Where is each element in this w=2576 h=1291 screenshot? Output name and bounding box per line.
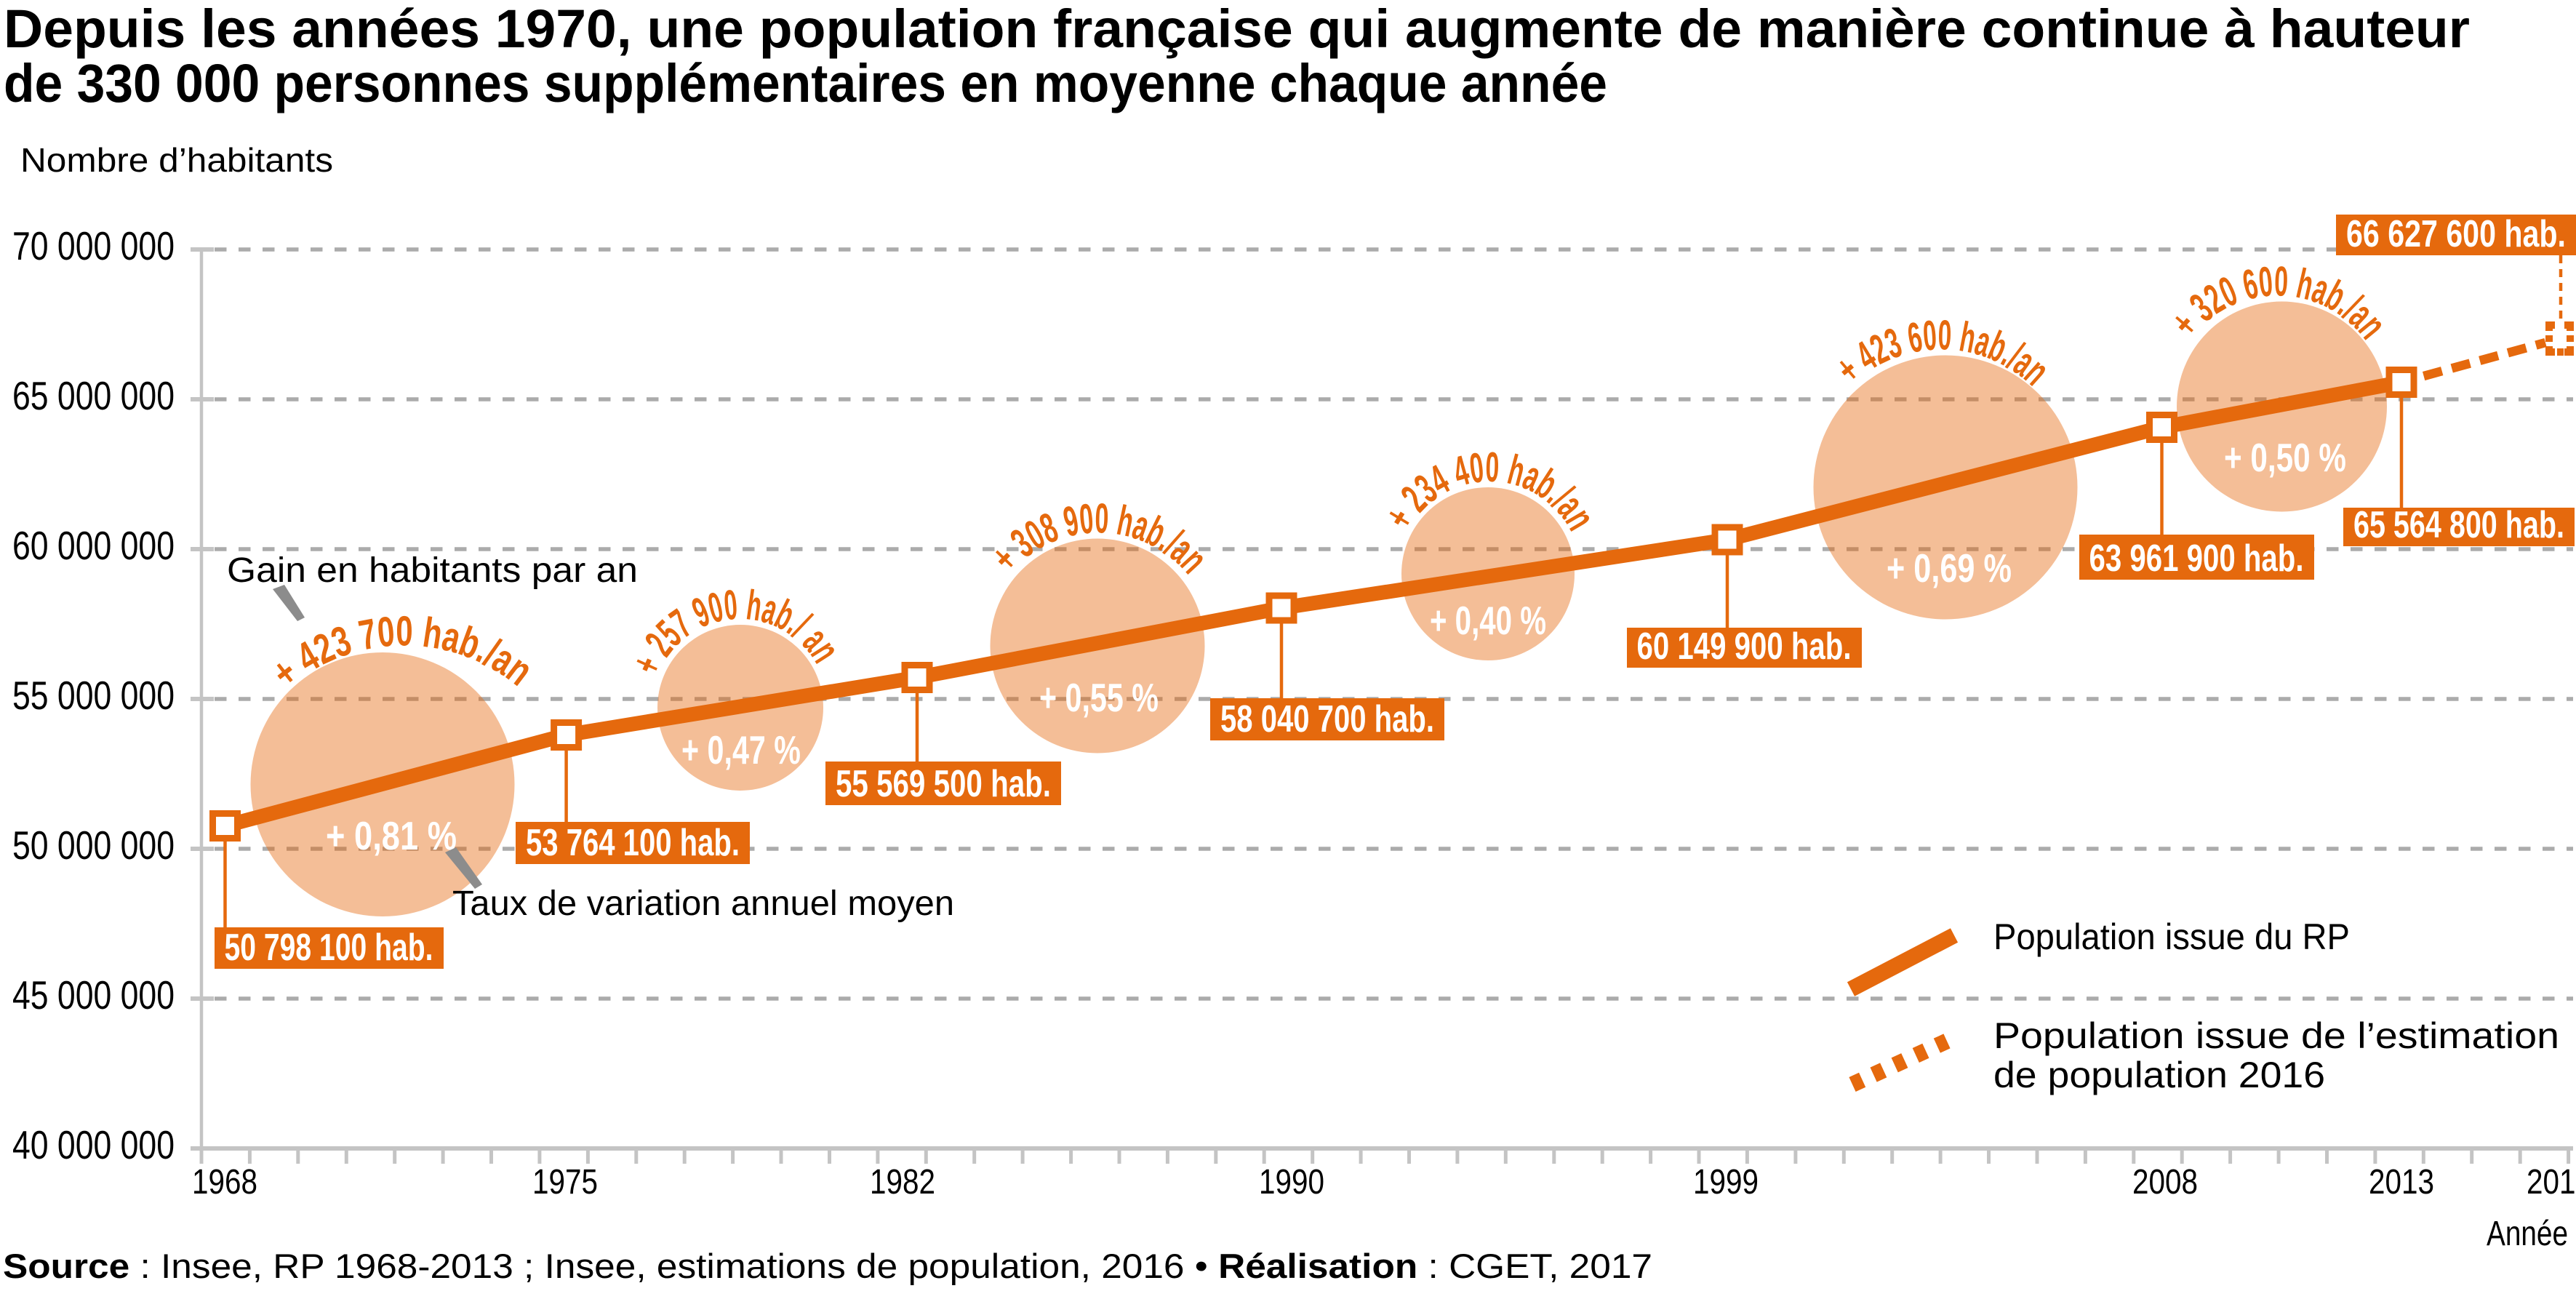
- svg-text:+ 0,55 %: + 0,55 %: [1039, 675, 1159, 720]
- svg-text:60 149 900 hab.: 60 149 900 hab.: [1637, 625, 1852, 668]
- svg-text:Source : Insee, RP 1968-2013 ;: Source : Insee, RP 1968-2013 ; Insee, es…: [3, 1247, 1652, 1285]
- svg-text:Population issue de l’estimati: Population issue de l’estimation: [1993, 1015, 2559, 1056]
- svg-text:1968: 1968: [192, 1163, 257, 1202]
- svg-text:de 330 000 personnes supplémen: de 330 000 personnes supplémentaires en …: [4, 53, 1607, 113]
- svg-text:Nombre d’habitants: Nombre d’habitants: [20, 141, 333, 179]
- svg-text:+ 0,50 %: + 0,50 %: [2224, 435, 2346, 480]
- svg-text:55 569 500 hab.: 55 569 500 hab.: [836, 763, 1051, 805]
- svg-text:66 627 600 hab.: 66 627 600 hab.: [2346, 213, 2566, 255]
- svg-text:de population 2016: de population 2016: [1993, 1055, 2325, 1095]
- svg-text:Gain en habitants par an: Gain en habitants par an: [227, 551, 638, 590]
- svg-text:60 000 000: 60 000 000: [12, 523, 175, 568]
- svg-text:65 564 800 hab.: 65 564 800 hab.: [2353, 504, 2564, 546]
- svg-text:50 798 100 hab.: 50 798 100 hab.: [225, 927, 433, 969]
- svg-text:53 764 100 hab.: 53 764 100 hab.: [526, 822, 740, 864]
- svg-text:1999: 1999: [1693, 1163, 1759, 1202]
- svg-text:65 000 000: 65 000 000: [12, 373, 175, 418]
- svg-text:2008: 2008: [2132, 1163, 2198, 1202]
- svg-text:1982: 1982: [870, 1163, 935, 1202]
- svg-text:+ 0,47 %: + 0,47 %: [681, 727, 801, 772]
- svg-text:70 000 000: 70 000 000: [12, 223, 175, 268]
- svg-text:1990: 1990: [1259, 1163, 1324, 1202]
- svg-text:Taux de variation annuel moyen: Taux de variation annuel moyen: [452, 884, 954, 923]
- svg-text:63 961 900 hab.: 63 961 900 hab.: [2089, 537, 2304, 580]
- svg-text:58 040 700 hab.: 58 040 700 hab.: [1220, 698, 1434, 740]
- svg-text:2016: 2016: [2527, 1163, 2576, 1202]
- svg-text:50 000 000: 50 000 000: [12, 823, 175, 868]
- svg-text:Population issue du RP: Population issue du RP: [1993, 916, 2350, 957]
- svg-text:+ 0,81 %: + 0,81 %: [326, 813, 457, 858]
- svg-text:2013: 2013: [2369, 1163, 2434, 1202]
- svg-text:40 000 000: 40 000 000: [12, 1122, 175, 1167]
- svg-text:1975: 1975: [532, 1163, 598, 1202]
- svg-text:45 000 000: 45 000 000: [12, 972, 175, 1018]
- svg-text:Depuis les années 1970, une po: Depuis les années 1970, une population f…: [4, 0, 2470, 59]
- svg-text:Année: Année: [2487, 1215, 2568, 1253]
- svg-text:+ 0,40 %: + 0,40 %: [1430, 598, 1546, 643]
- svg-text:55 000 000: 55 000 000: [12, 673, 175, 718]
- svg-text:+ 0,69 %: + 0,69 %: [1887, 545, 2012, 591]
